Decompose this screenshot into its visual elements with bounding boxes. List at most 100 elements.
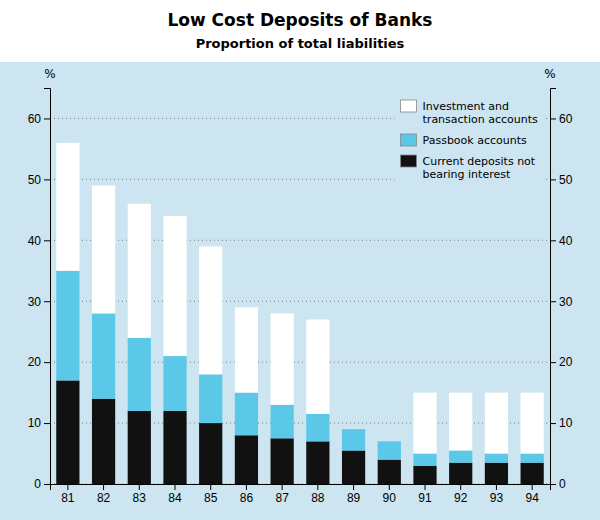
bar bbox=[56, 380, 79, 484]
tick-mark bbox=[210, 484, 211, 490]
tick-mark bbox=[389, 484, 390, 490]
tick-mark bbox=[460, 484, 461, 490]
grid-line bbox=[50, 301, 550, 302]
bar bbox=[449, 393, 472, 451]
tick-mark bbox=[317, 484, 318, 490]
tick: 50 bbox=[550, 173, 573, 187]
y-axis: 0102030405060 bbox=[28, 89, 51, 492]
tick-label: 60 bbox=[559, 112, 573, 126]
grid-line bbox=[50, 362, 550, 363]
bar bbox=[235, 307, 258, 392]
tick: 60 bbox=[28, 112, 50, 126]
tick: 30 bbox=[550, 295, 573, 309]
tick: 40 bbox=[28, 234, 50, 248]
bar bbox=[92, 185, 115, 313]
bar bbox=[128, 411, 151, 484]
bar bbox=[56, 271, 79, 381]
tick-label: 83 bbox=[133, 491, 147, 505]
tick: 83 bbox=[133, 484, 147, 505]
tick-label: 50 bbox=[559, 173, 573, 187]
legend-swatch bbox=[401, 134, 417, 146]
tick-mark bbox=[282, 484, 283, 490]
tick-mark bbox=[246, 484, 247, 490]
tick-label: 94 bbox=[525, 491, 539, 505]
tick-mark bbox=[550, 301, 556, 302]
bar bbox=[449, 450, 472, 462]
chart: Low Cost Deposits of BanksProportion of … bbox=[0, 0, 600, 520]
tick: 86 bbox=[240, 484, 254, 505]
legend-label: Investment andtransaction accounts bbox=[423, 100, 538, 126]
tick: 82 bbox=[97, 484, 111, 505]
tick: 50 bbox=[28, 173, 50, 187]
legend-item: Current deposits notbearing interest bbox=[401, 155, 536, 181]
tick-label: 84 bbox=[168, 491, 182, 505]
tick: 20 bbox=[550, 355, 573, 369]
bar bbox=[485, 454, 508, 463]
bar bbox=[235, 393, 258, 436]
tick: 93 bbox=[490, 484, 504, 505]
tick-mark bbox=[550, 362, 556, 363]
tick: 85 bbox=[204, 484, 218, 505]
legend-swatch bbox=[401, 100, 417, 112]
tick-mark bbox=[44, 423, 50, 424]
tick-label: 93 bbox=[490, 491, 504, 505]
tick: 0 bbox=[550, 477, 566, 491]
tick-mark bbox=[44, 240, 50, 241]
title-background bbox=[0, 0, 600, 62]
tick-label: 40 bbox=[559, 234, 573, 248]
bar bbox=[199, 374, 222, 423]
tick-label: 0 bbox=[34, 477, 41, 491]
legend-item: Passbook accounts bbox=[401, 134, 527, 147]
bar bbox=[521, 454, 544, 463]
tick: 92 bbox=[454, 484, 468, 505]
tick-label: 10 bbox=[559, 416, 573, 430]
bar bbox=[235, 435, 258, 484]
legend-item: Investment andtransaction accounts bbox=[401, 100, 538, 126]
legend-items: Investment andtransaction accounts Passbo… bbox=[401, 100, 538, 181]
tick-label: 91 bbox=[418, 491, 432, 505]
bar bbox=[485, 393, 508, 454]
tick-mark bbox=[532, 484, 533, 490]
bar bbox=[342, 429, 365, 430]
bar bbox=[163, 356, 186, 411]
tick-label: 89 bbox=[347, 491, 361, 505]
x-axis: 8182838485868788899091929394 bbox=[51, 484, 551, 505]
bar bbox=[306, 441, 329, 484]
legend-swatch bbox=[401, 155, 417, 167]
tick-mark bbox=[44, 362, 50, 363]
tick: 84 bbox=[168, 484, 182, 505]
bar bbox=[413, 454, 436, 466]
tick-mark bbox=[44, 179, 50, 180]
bar bbox=[521, 393, 544, 454]
bar bbox=[199, 246, 222, 374]
tick-label: 81 bbox=[61, 491, 75, 505]
tick-mark bbox=[44, 301, 50, 302]
bar bbox=[199, 423, 222, 484]
tick: 91 bbox=[418, 484, 432, 505]
tick: 89 bbox=[347, 484, 361, 505]
bars bbox=[56, 143, 544, 484]
tick: 81 bbox=[61, 484, 75, 505]
bar bbox=[449, 463, 472, 484]
tick-mark bbox=[425, 484, 426, 490]
tick: 90 bbox=[383, 484, 397, 505]
bar bbox=[413, 466, 436, 484]
tick-mark bbox=[44, 484, 50, 485]
tick-mark bbox=[550, 118, 556, 119]
axis-line bbox=[51, 485, 551, 491]
tick-mark bbox=[103, 484, 104, 490]
tick-mark bbox=[353, 484, 354, 490]
tick-label: 90 bbox=[383, 491, 397, 505]
tick-label: 30 bbox=[28, 295, 42, 309]
tick-mark bbox=[139, 484, 140, 490]
bar bbox=[271, 438, 294, 484]
bar bbox=[306, 320, 329, 414]
tick: 20 bbox=[28, 355, 50, 369]
grid bbox=[50, 118, 550, 484]
tick: 60 bbox=[550, 112, 573, 126]
bar bbox=[485, 463, 508, 484]
bar bbox=[271, 313, 294, 404]
tick-label: 86 bbox=[240, 491, 254, 505]
tick: 94 bbox=[525, 484, 539, 505]
bar bbox=[378, 441, 401, 442]
